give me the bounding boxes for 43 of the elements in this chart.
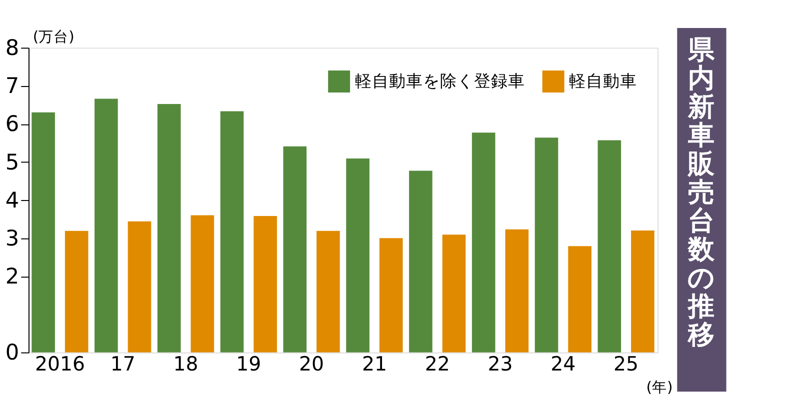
y-tick-label: 7 [5, 74, 20, 100]
bar [283, 146, 307, 352]
bar [64, 230, 88, 352]
x-tick-label: 18 [173, 352, 198, 376]
x-tick-label: 25 [614, 352, 639, 376]
bar [316, 230, 340, 352]
bar [598, 140, 622, 352]
bar [157, 104, 181, 352]
y-tick-label: 3 [5, 226, 20, 252]
x-axis-title: (年) [646, 379, 673, 395]
bar [128, 221, 152, 352]
y-tick-label: 2 [5, 264, 20, 290]
y-tick-label: 4 [5, 188, 20, 214]
bar [94, 98, 118, 352]
y-tick-label: 5 [5, 150, 20, 176]
bar [254, 216, 277, 352]
x-tick-label: 20 [299, 352, 324, 376]
bar [472, 132, 496, 352]
y-tick-label: 6 [5, 112, 20, 138]
x-tick-label: 23 [488, 352, 513, 376]
bar [409, 170, 432, 352]
bar [346, 158, 370, 352]
legend-label: 軽自動車を除く登録車 [354, 70, 525, 90]
y-tick-label: 0 [5, 340, 20, 366]
bar [190, 215, 214, 352]
legend-label: 軽自動車 [569, 70, 638, 90]
bar [379, 238, 403, 352]
bar [534, 138, 558, 352]
y-tick-label: 8 [5, 36, 20, 62]
x-tick-label: 21 [362, 352, 387, 376]
bar [442, 234, 466, 352]
bar [505, 229, 529, 352]
chart-title: 県内新車販売台数の推移 [688, 34, 716, 351]
bar [32, 112, 55, 352]
x-tick-label: 24 [550, 352, 576, 376]
bar [568, 246, 592, 352]
x-tick-label: 2016 [34, 352, 85, 376]
y-axis-title: (万台) [32, 28, 74, 46]
x-tick-label: 19 [236, 352, 262, 376]
x-tick-label: 22 [424, 352, 450, 376]
x-tick-label: 17 [110, 352, 136, 376]
bar [220, 111, 244, 352]
bar [631, 230, 654, 352]
